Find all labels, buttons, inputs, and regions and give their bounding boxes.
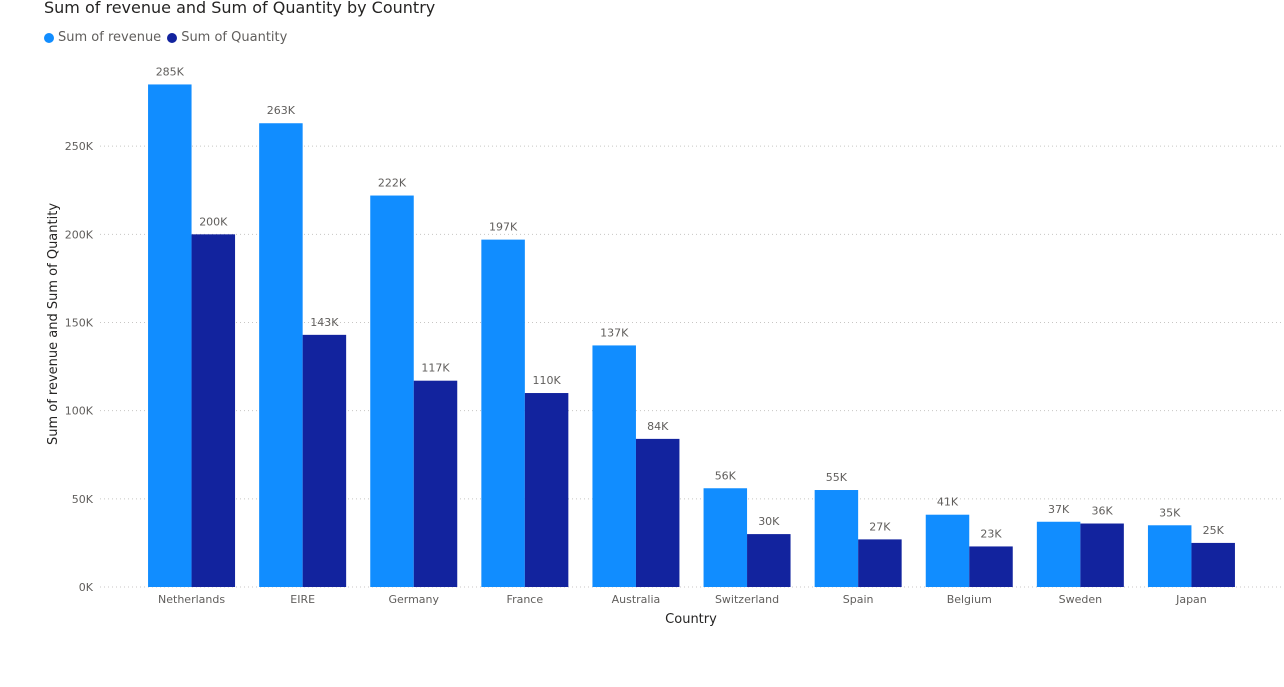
y-tick-label: 100K xyxy=(65,405,94,418)
legend-label-revenue: Sum of revenue xyxy=(58,30,162,45)
bar-revenue-france[interactable] xyxy=(481,239,525,587)
bar-quantity-spain[interactable] xyxy=(858,539,902,587)
bar-revenue-eire[interactable] xyxy=(259,123,303,587)
legend-label-quantity: Sum of Quantity xyxy=(181,30,288,45)
y-tick-label: 0K xyxy=(79,581,94,594)
gridlines xyxy=(100,145,1284,588)
data-label: 143K xyxy=(310,316,339,329)
data-label: 23K xyxy=(980,527,1002,540)
data-label: 35K xyxy=(1159,506,1181,519)
legend-swatch-revenue xyxy=(44,32,54,43)
bar-revenue-japan[interactable] xyxy=(1147,525,1192,587)
data-label: 117K xyxy=(421,362,450,375)
y-axis-title: Sum of revenue and Sum of Quantity xyxy=(46,203,61,445)
data-label: 27K xyxy=(869,520,891,533)
bar-revenue-germany[interactable] xyxy=(370,195,414,588)
data-label: 41K xyxy=(937,496,959,509)
chart-title: Sum of revenue and Sum of Quantity by Co… xyxy=(44,0,436,17)
bar-quantity-france[interactable] xyxy=(524,393,569,587)
bar-revenue-belgium[interactable] xyxy=(925,514,970,587)
legend-item-revenue[interactable]: Sum of revenue xyxy=(44,30,161,45)
data-label: 84K xyxy=(647,420,669,433)
bar-revenue-netherlands[interactable] xyxy=(148,84,192,587)
data-label: 37K xyxy=(1048,503,1070,516)
bar-quantity-japan[interactable] xyxy=(1191,542,1235,587)
x-axis-ticks: Netherlands EIRE Germany France Australia Swi… xyxy=(158,593,1207,606)
bar-quantity-switzerland[interactable] xyxy=(747,534,791,587)
data-label: 110K xyxy=(532,374,561,387)
data-label: 200K xyxy=(199,215,228,228)
data-label: 25K xyxy=(1203,524,1225,537)
bars xyxy=(148,84,1235,588)
data-label: 222K xyxy=(378,177,407,190)
legend-swatch-quantity xyxy=(167,32,178,43)
y-tick-label: 200K xyxy=(65,228,94,241)
x-tick-label: France xyxy=(507,593,544,606)
data-label: 263K xyxy=(267,104,296,117)
bar-quantity-eire[interactable] xyxy=(302,334,347,587)
x-tick-label: Germany xyxy=(388,593,439,606)
bar-revenue-australia[interactable] xyxy=(592,345,636,587)
data-label: 36K xyxy=(1091,505,1113,518)
y-tick-label: 50K xyxy=(72,493,94,506)
bar-revenue-spain[interactable] xyxy=(814,490,859,587)
x-tick-label: Sweden xyxy=(1059,593,1102,606)
y-axis-ticks: 0K 50K 100K 150K 200K 250K xyxy=(65,140,94,594)
legend-item-quantity[interactable]: Sum of Quantity xyxy=(167,30,287,45)
bar-quantity-germany[interactable] xyxy=(413,380,458,587)
x-tick-label: Spain xyxy=(843,593,874,606)
x-tick-label: Japan xyxy=(1175,593,1207,606)
data-label: 137K xyxy=(600,326,629,339)
bar-quantity-netherlands[interactable] xyxy=(191,234,236,588)
data-label: 197K xyxy=(489,221,518,234)
x-tick-label: Switzerland xyxy=(715,593,779,606)
x-axis-title: Country xyxy=(665,612,717,627)
x-tick-label: EIRE xyxy=(290,593,315,606)
bar-revenue-sweden[interactable] xyxy=(1036,521,1081,587)
data-label: 285K xyxy=(156,65,185,78)
data-label: 56K xyxy=(715,469,737,482)
bar-quantity-sweden[interactable] xyxy=(1080,523,1124,587)
legend: Sum of revenue Sum of Quantity xyxy=(44,30,293,45)
data-label: 30K xyxy=(758,515,780,528)
y-tick-label: 250K xyxy=(65,140,94,153)
bar-quantity-australia[interactable] xyxy=(635,438,680,587)
bar-quantity-belgium[interactable] xyxy=(969,546,1013,587)
x-tick-label: Belgium xyxy=(947,593,992,606)
x-tick-label: Australia xyxy=(612,593,661,606)
x-tick-label: Netherlands xyxy=(158,593,225,606)
data-label: 55K xyxy=(826,471,848,484)
bar-revenue-switzerland[interactable] xyxy=(703,488,748,587)
data-labels: 285K 200K 263K 143K 222K 117K 197K 110K 137K 84K 5… xyxy=(156,65,1225,540)
y-tick-label: 150K xyxy=(65,317,94,330)
